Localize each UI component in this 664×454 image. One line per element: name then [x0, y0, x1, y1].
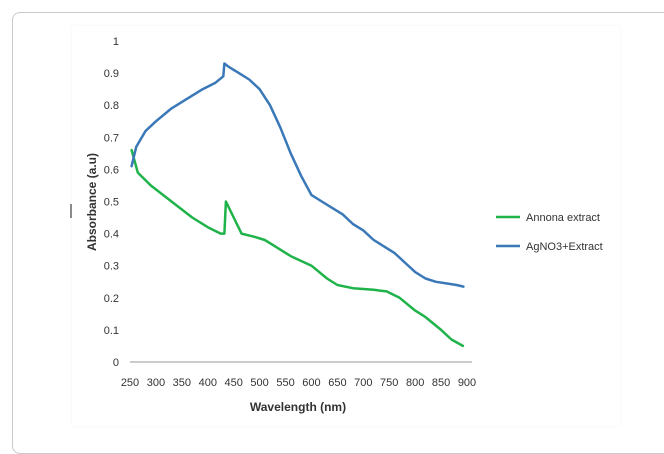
x-tick-label: 700 — [354, 377, 372, 389]
y-axis-ticks: 0 0.1 0.2 0.3 0.4 0.5 0.6 0.7 0.8 0.9 1 — [104, 36, 119, 369]
x-tick-label: 900 — [458, 377, 476, 389]
y-tick-label: 0.4 — [104, 229, 119, 241]
x-tick-label: 650 — [328, 377, 346, 389]
x-tick-label: 450 — [225, 377, 243, 389]
y-tick-label: 0.8 — [104, 100, 119, 112]
panel-edge-mark — [70, 204, 72, 218]
absorbance-chart: 0 0.1 0.2 0.3 0.4 0.5 0.6 0.7 0.8 0.9 1 250 300 350 4… — [85, 36, 603, 414]
legend-label-agno3: AgNO3+Extract — [526, 241, 603, 253]
x-tick-label: 300 — [147, 377, 165, 389]
y-tick-label: 0.5 — [104, 197, 119, 209]
x-tick-label: 800 — [406, 377, 424, 389]
x-axis-ticks: 250 300 350 400 450 500 550 600 650 700 750 800 850 9… — [121, 377, 476, 389]
series-layer — [130, 62, 465, 348]
x-tick-label: 600 — [302, 377, 320, 389]
y-tick-label: 0.6 — [104, 164, 119, 176]
x-tick-label: 550 — [276, 377, 294, 389]
x-tick-label: 500 — [250, 377, 268, 389]
y-axis-title: Absorbance (a.u) — [85, 153, 99, 251]
legend-label-annona: Annona extract — [526, 212, 600, 224]
x-axis-title: Wavelength (nm) — [250, 400, 346, 414]
y-tick-label: 0.7 — [104, 132, 119, 144]
y-tick-label: 0.9 — [104, 68, 119, 80]
series-line-annona — [130, 148, 465, 348]
x-tick-label: 250 — [121, 377, 139, 389]
legend-item-annona: Annona extract — [496, 212, 600, 224]
y-tick-label: 0.1 — [104, 325, 119, 337]
y-tick-label: 1 — [113, 36, 119, 48]
x-tick-label: 750 — [380, 377, 398, 389]
chart-panel — [72, 26, 620, 426]
x-tick-label: 850 — [432, 377, 450, 389]
y-tick-label: 0 — [113, 357, 119, 369]
legend-item-agno3: AgNO3+Extract — [496, 241, 603, 253]
series-line-agno3 — [130, 62, 465, 288]
x-tick-label: 400 — [199, 377, 217, 389]
x-tick-label: 350 — [173, 377, 191, 389]
legend: Annona extract AgNO3+Extract — [496, 212, 603, 253]
y-tick-label: 0.2 — [104, 293, 119, 305]
y-tick-label: 0.3 — [104, 261, 119, 273]
